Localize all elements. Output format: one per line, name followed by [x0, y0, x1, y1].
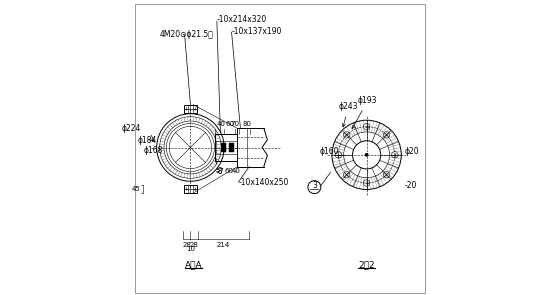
Text: ϕ168: ϕ168: [144, 146, 164, 155]
Text: ϕ184: ϕ184: [137, 136, 157, 145]
Bar: [221, 143, 226, 152]
Text: ϕ193: ϕ193: [352, 96, 377, 129]
Bar: [228, 143, 234, 152]
Bar: [184, 105, 197, 113]
Circle shape: [366, 154, 368, 156]
Text: -8: -8: [216, 167, 223, 176]
Text: 40: 40: [216, 121, 225, 127]
Text: -10x140x250: -10x140x250: [239, 178, 289, 187]
Text: ϕ243: ϕ243: [339, 102, 358, 127]
Text: ϕ224: ϕ224: [122, 124, 142, 133]
Text: ϕ20: ϕ20: [405, 148, 419, 156]
Text: -10x214x320: -10x214x320: [217, 15, 267, 24]
Text: -10x137x190: -10x137x190: [231, 27, 282, 36]
Text: 60: 60: [226, 121, 235, 127]
Text: 40: 40: [231, 168, 240, 174]
Text: ϕ160: ϕ160: [320, 148, 339, 156]
Text: 4M20⊙ϕ21.5孔: 4M20⊙ϕ21.5孔: [160, 30, 213, 39]
Text: 28: 28: [190, 242, 199, 248]
Text: 214: 214: [217, 242, 230, 248]
Text: 28: 28: [183, 242, 191, 248]
Text: A－A: A－A: [185, 260, 202, 269]
Text: 10: 10: [186, 246, 195, 252]
Text: 3: 3: [312, 181, 317, 191]
Text: -20: -20: [405, 181, 417, 190]
Text: 2－2: 2－2: [358, 260, 375, 269]
Text: 60: 60: [225, 168, 234, 174]
Text: 70: 70: [230, 121, 239, 127]
Text: 57: 57: [216, 168, 225, 174]
Bar: [184, 185, 197, 193]
Text: 45: 45: [131, 186, 140, 192]
Text: 80: 80: [242, 121, 251, 127]
